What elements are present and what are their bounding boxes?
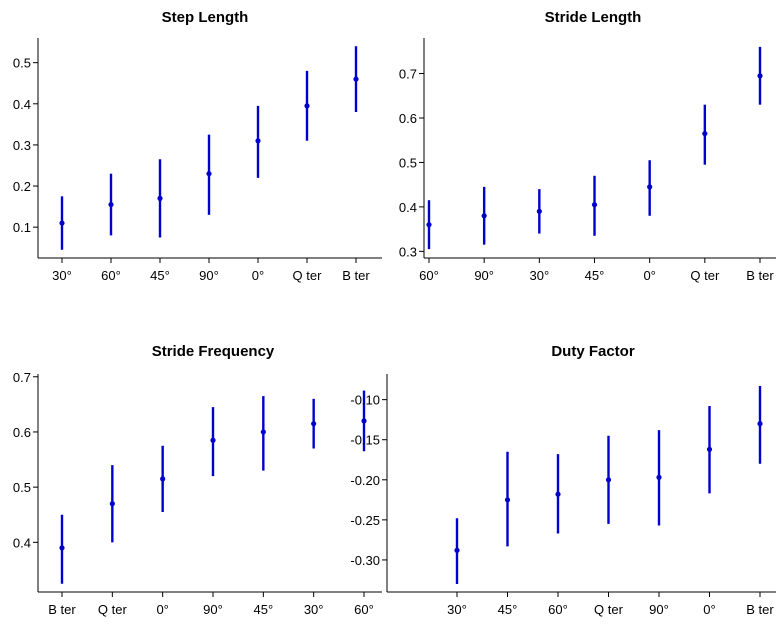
x-tick-label: 30°	[52, 268, 72, 283]
data-point	[361, 418, 367, 424]
data-point	[353, 76, 359, 82]
data-point	[206, 171, 212, 177]
data-point	[255, 138, 261, 144]
x-tick-label: 90°	[649, 602, 669, 617]
data-point	[757, 73, 763, 79]
y-tick-label: 0.7	[399, 67, 417, 82]
y-tick-label: 0.4	[13, 535, 31, 550]
data-point	[160, 476, 166, 482]
x-tick-label: 60°	[419, 268, 439, 283]
x-tick-label: 45°	[498, 602, 518, 617]
y-tick-label: 0.3	[13, 138, 31, 153]
x-tick-label: 90°	[474, 268, 494, 283]
panel-step-length: Step Length 0.1 0.2 0.3 0.4 0.5 30° 60° 45° 90° 0°…	[13, 9, 382, 283]
data-point	[59, 545, 65, 551]
x-tick-label: 45°	[253, 602, 273, 617]
data-point	[59, 220, 65, 226]
x-tick-label: 0°	[703, 602, 715, 617]
chart-title: Duty Factor	[551, 343, 635, 360]
y-tick-label: 0.6	[399, 111, 417, 126]
x-tick-label: 90°	[203, 602, 223, 617]
x-tick-label: Q ter	[293, 268, 323, 283]
data-point	[605, 477, 612, 483]
data-point	[536, 208, 542, 214]
y-tick-label: 0.4	[399, 200, 417, 215]
chart-title: Step Length	[162, 9, 249, 26]
panel-stride-length: Stride Length 0.3 0.4 0.5 0.6 0.7 60° 90° 30° 45°…	[399, 9, 776, 283]
x-tick-label: 45°	[150, 268, 170, 283]
y-tick-label: 0.3	[399, 244, 417, 259]
data-point	[702, 130, 708, 137]
data-point	[108, 201, 114, 208]
y-tick-label: 0.4	[13, 97, 31, 112]
data-point	[109, 501, 115, 507]
x-tick-label: B ter	[342, 268, 370, 283]
x-tick-label: 30°	[529, 268, 549, 283]
data-point	[210, 437, 216, 443]
x-tick-label: 30°	[447, 602, 467, 617]
y-tick-label: -0.20	[350, 473, 380, 488]
y-tick-label: 0.2	[13, 179, 31, 194]
x-tick-label: 45°	[585, 268, 605, 283]
data-point	[504, 497, 511, 503]
y-tick-label: 0.5	[13, 480, 31, 495]
data-point	[757, 421, 763, 427]
data-point	[304, 103, 310, 109]
data-point	[426, 222, 432, 228]
y-tick-label: 0.5	[399, 155, 417, 170]
x-tick-label: B ter	[48, 602, 76, 617]
x-tick-label: Q ter	[98, 602, 128, 617]
y-tick-label: -0.25	[350, 513, 380, 528]
y-tick-label: 0.6	[13, 425, 31, 440]
x-tick-label: 60°	[354, 602, 374, 617]
x-tick-label: B ter	[746, 602, 774, 617]
x-tick-label: 0°	[643, 268, 655, 283]
x-tick-label: 60°	[548, 602, 568, 617]
x-tick-label: 0°	[252, 268, 264, 283]
data-point	[311, 421, 317, 427]
y-tick-label: -0.30	[350, 553, 380, 568]
data-point	[481, 213, 487, 219]
y-tick-label: 0.5	[13, 56, 31, 71]
data-point	[555, 491, 561, 497]
data-point	[591, 202, 598, 208]
data-point	[647, 184, 653, 190]
x-tick-label: 60°	[101, 268, 121, 283]
data-point	[706, 446, 713, 452]
y-tick-label: 0.1	[13, 220, 31, 235]
data-point	[454, 547, 460, 553]
data-point	[157, 195, 163, 201]
chart-title: Stride Frequency	[152, 343, 275, 360]
x-tick-label: Q ter	[594, 602, 624, 617]
x-tick-label: 0°	[156, 602, 168, 617]
x-tick-label: 30°	[304, 602, 324, 617]
panel-stride-frequency: Stride Frequency 0.4 0.5 0.6 0.7 B ter Q ter 0°…	[13, 343, 382, 617]
panel-duty-factor: Duty Factor -0.30 -0.25 -0.20 -0.15 -0.10 30° 4…	[350, 343, 776, 617]
y-tick-label: -0.15	[350, 433, 380, 448]
data-point	[260, 429, 266, 435]
chart-title: Stride Length	[545, 9, 642, 26]
y-tick-label: 0.7	[13, 370, 31, 385]
x-tick-label: B ter	[746, 268, 774, 283]
x-tick-label: Q ter	[690, 268, 720, 283]
y-tick-label: -0.10	[350, 393, 380, 408]
x-tick-label: 90°	[199, 268, 219, 283]
data-point	[656, 474, 662, 480]
